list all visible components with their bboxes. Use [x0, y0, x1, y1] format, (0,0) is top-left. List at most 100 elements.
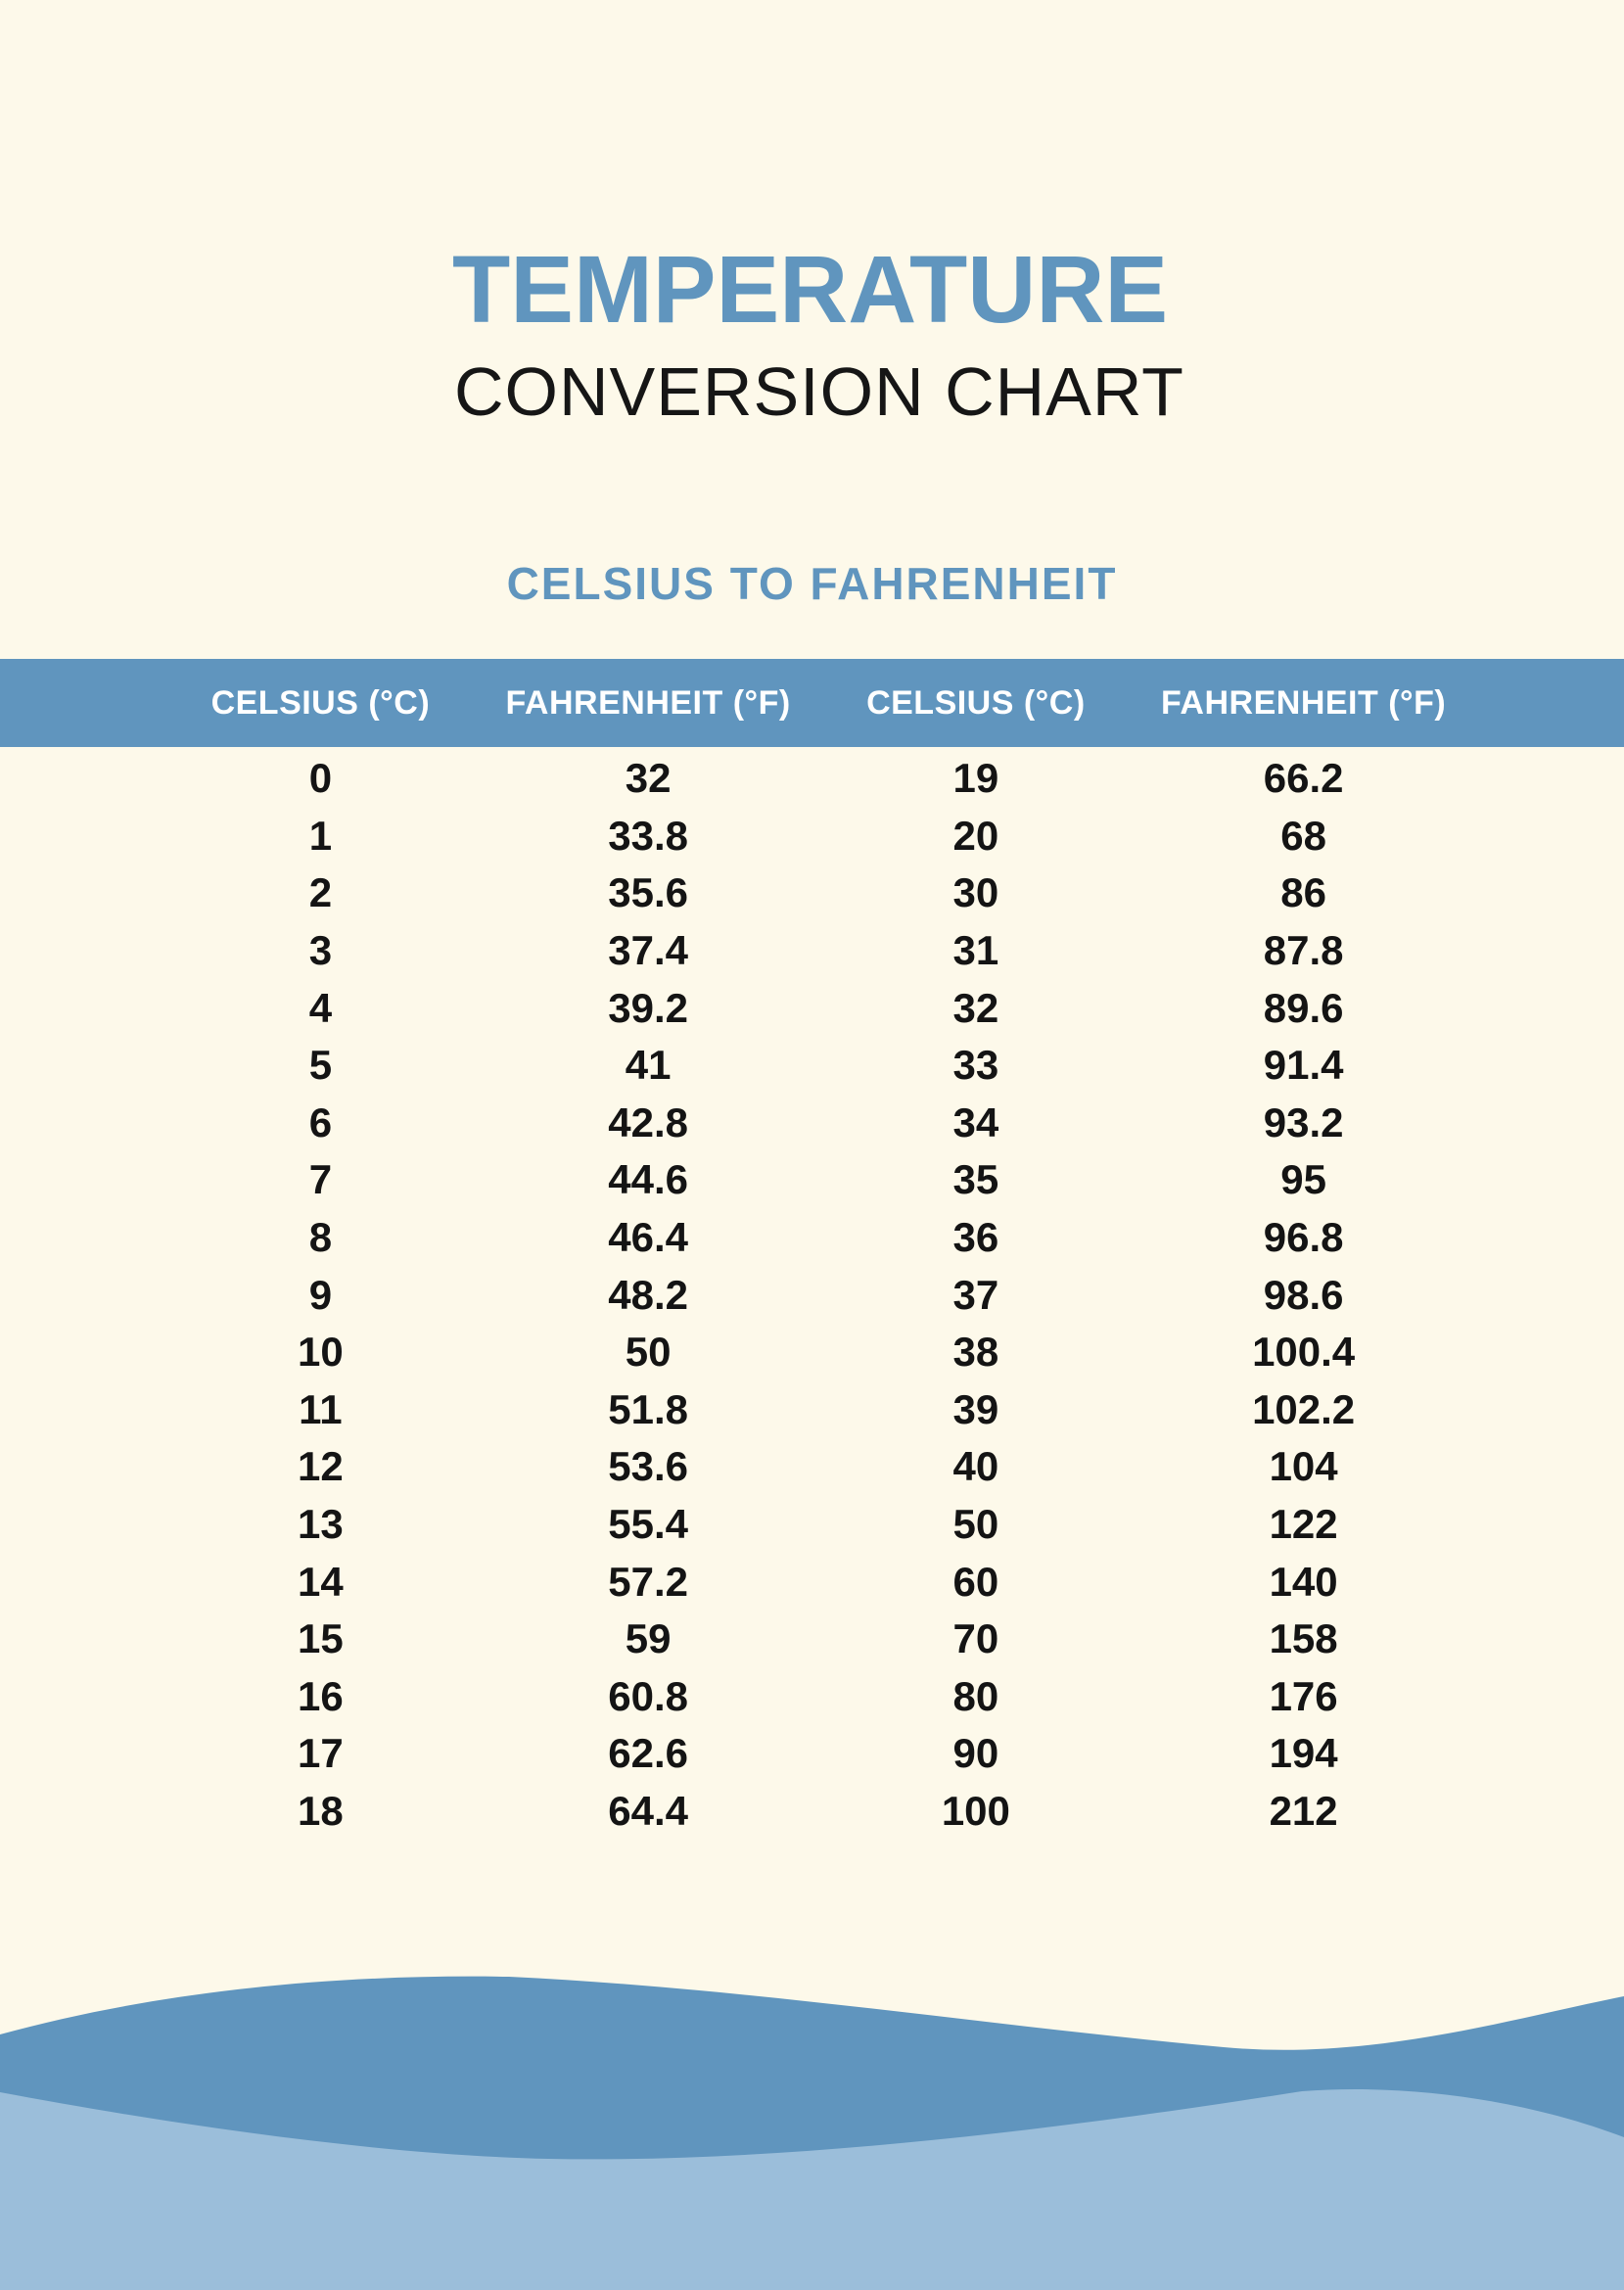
table-row: 3 37.4 31 87.8	[0, 922, 1624, 980]
cell: 68	[1280, 812, 1326, 859]
wave-decoration	[0, 1976, 1624, 2290]
cell: 40	[952, 1443, 999, 1490]
cell: 4	[308, 984, 333, 1031]
section-heading: CELSIUS TO FAHRENHEIT	[506, 558, 1118, 609]
wave-light-shape	[0, 2088, 1624, 2290]
cell: 87.8	[1263, 927, 1344, 974]
cell: 96.8	[1263, 1214, 1344, 1261]
cell: 20	[952, 812, 999, 859]
cell: 7	[308, 1156, 333, 1203]
cell: 37	[952, 1271, 999, 1318]
cell: 36	[952, 1214, 999, 1261]
table-row: 15 59 70 158	[0, 1611, 1624, 1668]
cell: 50	[952, 1501, 999, 1548]
cell: 1	[308, 812, 333, 859]
table-row: 11 51.8 39 102.2	[0, 1381, 1624, 1439]
table-row: 17 62.6 90 194	[0, 1725, 1624, 1783]
cell: 38	[952, 1329, 999, 1376]
cell: 35	[952, 1156, 999, 1203]
cell: 0	[308, 755, 333, 802]
cell: 194	[1269, 1730, 1338, 1777]
cell: 122	[1269, 1501, 1338, 1548]
table-row: 5 41 33 91.4	[0, 1037, 1624, 1095]
cell: 11	[299, 1385, 343, 1432]
cell: 59	[625, 1615, 672, 1662]
table-row: 0 32 19 66.2	[0, 750, 1624, 808]
table-row: 6 42.8 34 93.2	[0, 1095, 1624, 1152]
cell: 140	[1269, 1558, 1338, 1605]
cell: 93.2	[1263, 1098, 1344, 1145]
cell: 34	[952, 1098, 999, 1145]
table-row: 4 39.2 32 89.6	[0, 979, 1624, 1037]
cell: 13	[298, 1501, 344, 1548]
cell: 37.4	[608, 927, 688, 974]
table-row: 8 46.4 36 96.8	[0, 1209, 1624, 1267]
cell: 32	[952, 984, 999, 1031]
page-subtitle: CONVERSION CHART	[454, 353, 1184, 430]
cell: 15	[298, 1615, 344, 1662]
cell: 33	[952, 1042, 999, 1089]
cell: 98.6	[1263, 1271, 1344, 1318]
cell: 102.2	[1252, 1385, 1356, 1432]
cell: 55.4	[608, 1501, 688, 1548]
table-header-row: CELSIUS (°C) FAHRENHEIT (°F) CELSIUS (°C) F…	[0, 659, 1624, 747]
cell: 100	[941, 1787, 1010, 1834]
cell: 3	[308, 927, 333, 974]
table-row: 16 60.8 80 176	[0, 1668, 1624, 1726]
cell: 70	[952, 1615, 999, 1662]
cell: 44.6	[608, 1156, 688, 1203]
cell: 18	[298, 1787, 344, 1834]
table-row: 12 53.6 40 104	[0, 1438, 1624, 1496]
cell: 48.2	[608, 1271, 688, 1318]
cell: 95	[1280, 1156, 1326, 1203]
cell: 19	[952, 755, 999, 802]
cell: 57.2	[608, 1558, 688, 1605]
cell: 12	[298, 1443, 344, 1490]
cell: 42.8	[608, 1098, 688, 1145]
cell: 35.6	[608, 869, 688, 916]
column-header: CELSIUS (°C)	[866, 683, 1086, 722]
cell: 62.6	[608, 1730, 688, 1777]
table-row: 7 44.6 35 95	[0, 1151, 1624, 1209]
cell: 39	[952, 1385, 999, 1432]
cell: 2	[308, 869, 333, 916]
table-row: 9 48.2 37 98.6	[0, 1266, 1624, 1324]
cell: 14	[298, 1558, 344, 1605]
cell: 91.4	[1263, 1042, 1344, 1089]
cell: 90	[952, 1730, 999, 1777]
table-row: 2 35.6 30 86	[0, 865, 1624, 922]
cell: 158	[1269, 1615, 1338, 1662]
cell: 30	[952, 869, 999, 916]
cell: 9	[308, 1271, 333, 1318]
cell: 10	[298, 1329, 344, 1376]
table-row: 1 33.8 20 68	[0, 808, 1624, 865]
cell: 50	[625, 1329, 672, 1376]
cell: 17	[298, 1730, 344, 1777]
column-header: CELSIUS (°C)	[210, 683, 431, 722]
cell: 31	[952, 927, 999, 974]
cell: 100.4	[1252, 1329, 1356, 1376]
cell: 60	[952, 1558, 999, 1605]
cell: 5	[308, 1042, 333, 1089]
cell: 53.6	[608, 1443, 688, 1490]
table-body: 0 32 19 66.2 1 33.8 20 68 2 35.6 30 86 3 37.4 31 87.8 4 3…	[0, 750, 1624, 1840]
cell: 16	[298, 1672, 344, 1719]
page-title: TEMPERATURE	[452, 236, 1169, 343]
cell: 39.2	[608, 984, 688, 1031]
cell: 176	[1269, 1672, 1338, 1719]
table-row: 10 50 38 100.4	[0, 1324, 1624, 1381]
cell: 80	[952, 1672, 999, 1719]
cell: 104	[1269, 1443, 1338, 1490]
cell: 33.8	[608, 812, 688, 859]
cell: 89.6	[1263, 984, 1344, 1031]
cell: 8	[308, 1214, 333, 1261]
cell: 6	[308, 1098, 333, 1145]
table-row: 13 55.4 50 122	[0, 1496, 1624, 1554]
cell: 66.2	[1263, 755, 1344, 802]
cell: 46.4	[608, 1214, 688, 1261]
column-header: FAHRENHEIT (°F)	[1161, 683, 1447, 722]
cell: 86	[1280, 869, 1326, 916]
cell: 51.8	[608, 1385, 688, 1432]
column-header: FAHRENHEIT (°F)	[505, 683, 791, 722]
